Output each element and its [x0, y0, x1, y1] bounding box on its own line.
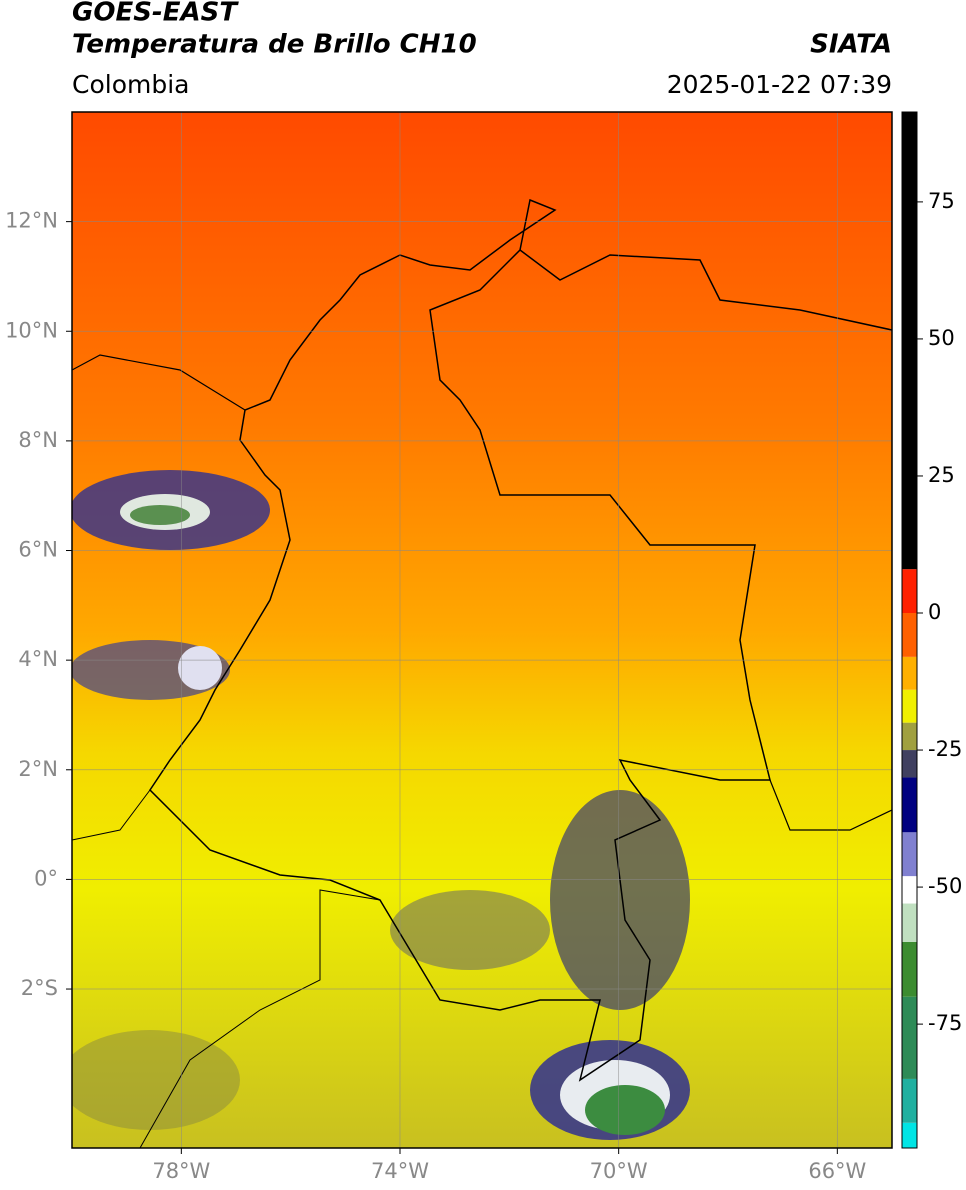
region: Colombia — [72, 70, 189, 99]
colorbar-segment — [902, 903, 917, 942]
y-tick-label: 6°N — [18, 538, 58, 562]
y-tick-label: 4°N — [18, 647, 58, 671]
colorbar-segment — [902, 750, 917, 778]
map-frame — [71, 111, 893, 1149]
colorbar-segment — [902, 876, 917, 904]
colorbar-label: 0 — [928, 600, 941, 624]
y-tick-label: 0° — [34, 866, 58, 890]
colorbar-label: 75 — [928, 189, 955, 213]
colorbar-segment — [902, 1078, 917, 1123]
x-tick-label: 74°W — [371, 1159, 429, 1183]
colorbar-segment — [902, 112, 917, 570]
datetime: 2025-01-22 07:39 — [667, 70, 892, 99]
title: GOES-EAST — [72, 0, 239, 28]
colorbar-label: -50 — [928, 874, 962, 898]
y-tick-label: 12°N — [5, 209, 58, 233]
map-image — [72, 112, 892, 1148]
colorbar-segment — [902, 656, 917, 690]
source: SIATA — [810, 30, 892, 60]
y-tick-label: 8°N — [18, 428, 58, 452]
y-tick-label: 10°N — [5, 318, 58, 342]
colorbar-segment — [902, 996, 917, 1079]
colorbar-label: 25 — [928, 463, 955, 487]
colorbar-label: -25 — [928, 737, 962, 761]
x-tick-label: 78°W — [152, 1159, 210, 1183]
y-tick-label: 2°S — [21, 976, 58, 1000]
title: Temperatura de Brillo CH10 — [72, 30, 477, 60]
colorbar-segment — [902, 722, 917, 751]
colorbar-segment — [902, 569, 917, 614]
colorbar-label: -75 — [928, 1011, 962, 1035]
colorbar-label: 50 — [928, 326, 955, 350]
colorbar-segment — [902, 613, 917, 657]
colorbar-segment — [902, 832, 917, 877]
y-tick-label: 2°N — [18, 757, 58, 781]
colorbar-segment — [902, 941, 917, 997]
x-tick-label: 66°W — [808, 1159, 866, 1183]
colorbar-segment — [902, 689, 917, 723]
x-tick-label: 70°W — [590, 1159, 648, 1183]
colorbar-frame — [901, 111, 918, 1149]
colorbar-segment — [902, 1122, 917, 1148]
colorbar-segment — [902, 777, 917, 833]
